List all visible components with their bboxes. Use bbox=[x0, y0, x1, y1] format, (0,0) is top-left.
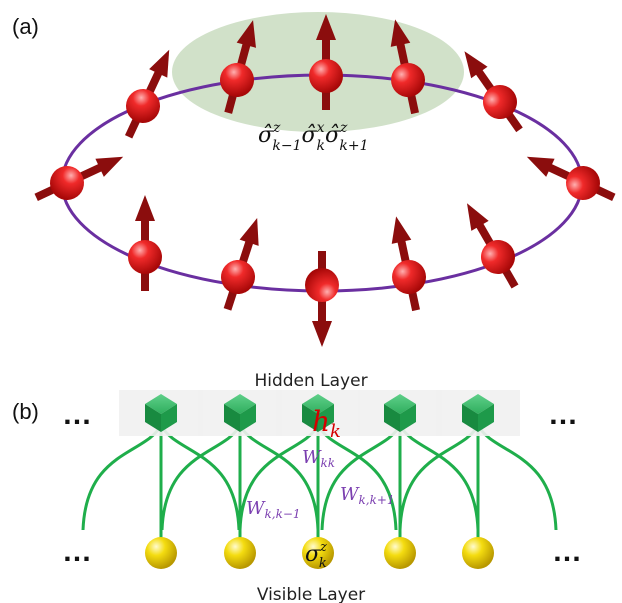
hidden-unit-label: hk bbox=[312, 405, 341, 442]
hidden-ellipsis-right: … bbox=[548, 398, 578, 431]
visible-unit-1 bbox=[224, 537, 256, 569]
visible-unit-4 bbox=[462, 537, 494, 569]
visible-units bbox=[145, 537, 494, 569]
hidden-units bbox=[119, 390, 520, 436]
spin-sphere bbox=[391, 63, 425, 97]
spin-arrow-head bbox=[95, 156, 124, 177]
spin-1 bbox=[220, 20, 256, 114]
visible-layer-label: Visible Layer bbox=[257, 585, 365, 603]
hidden-unit-1 bbox=[198, 390, 282, 436]
spin-arrow-head bbox=[391, 216, 412, 244]
spin-sphere bbox=[392, 260, 426, 294]
spin-9 bbox=[221, 218, 259, 311]
spin-0 bbox=[125, 49, 170, 139]
spin-8 bbox=[305, 251, 339, 347]
spin-arrow-head bbox=[526, 156, 555, 177]
spin-sphere bbox=[305, 268, 339, 302]
spin-arrow-head bbox=[236, 20, 256, 48]
spin-arrow-head bbox=[390, 19, 411, 47]
spin-sphere bbox=[128, 240, 162, 274]
hidden-unit-4 bbox=[436, 390, 520, 436]
hidden-unit-2 bbox=[276, 390, 360, 436]
edge-left-0 bbox=[81, 424, 163, 531]
spin-2 bbox=[309, 14, 343, 110]
hidden-unit-0 bbox=[119, 390, 203, 436]
panel-a-label: (a) bbox=[12, 14, 39, 39]
spin-10 bbox=[128, 195, 162, 291]
weight-kk-label: Wkk bbox=[302, 447, 335, 470]
spin-sphere bbox=[126, 89, 160, 123]
edge-left-4 bbox=[398, 424, 480, 531]
spin-5 bbox=[526, 156, 616, 201]
weight-k-kp1-label: Wk,k+1 bbox=[340, 484, 395, 507]
spin-sphere bbox=[566, 166, 600, 200]
spin-arrow-head bbox=[464, 51, 488, 79]
spin-arrow-head bbox=[467, 203, 489, 231]
spin-4 bbox=[464, 51, 523, 133]
spin-7 bbox=[391, 216, 426, 312]
spin-sphere bbox=[221, 260, 255, 294]
spin-6 bbox=[467, 203, 519, 289]
spin-sphere bbox=[50, 166, 84, 200]
operator-label: σ̂z k−1σ̂x kσ̂z k+1 bbox=[258, 120, 369, 154]
spin-arrow-head bbox=[316, 14, 336, 40]
spin-sphere bbox=[481, 240, 515, 274]
spin-sphere bbox=[309, 59, 343, 93]
visible-unit-3 bbox=[384, 537, 416, 569]
spin-sphere bbox=[220, 63, 254, 97]
hidden-unit-3 bbox=[358, 390, 442, 436]
edge-right-3 bbox=[398, 424, 480, 531]
hidden-ellipsis-left: … bbox=[62, 398, 92, 431]
visible-unit-label: σz k bbox=[305, 540, 327, 571]
spin-11 bbox=[34, 156, 124, 201]
visible-unit-2 bbox=[302, 537, 334, 569]
spin-sphere bbox=[483, 85, 517, 119]
spin-arrow-head bbox=[239, 218, 259, 246]
edge-right-4 bbox=[476, 424, 558, 531]
spin-arrow-head bbox=[312, 321, 332, 347]
weight-k-km1-label: Wk,k−1 bbox=[246, 498, 301, 521]
spin-arrow-head bbox=[135, 195, 155, 221]
visible-unit-0 bbox=[145, 537, 177, 569]
visible-ellipsis-right: … bbox=[552, 535, 582, 568]
spin-3 bbox=[390, 19, 425, 115]
spin-chain bbox=[34, 14, 616, 347]
hidden-layer-label: Hidden Layer bbox=[254, 371, 367, 391]
visible-ellipsis-left: … bbox=[62, 535, 92, 568]
spin-arrow-head bbox=[149, 49, 170, 78]
panel-b-label: (b) bbox=[12, 399, 39, 424]
rbm-connections bbox=[81, 424, 558, 541]
